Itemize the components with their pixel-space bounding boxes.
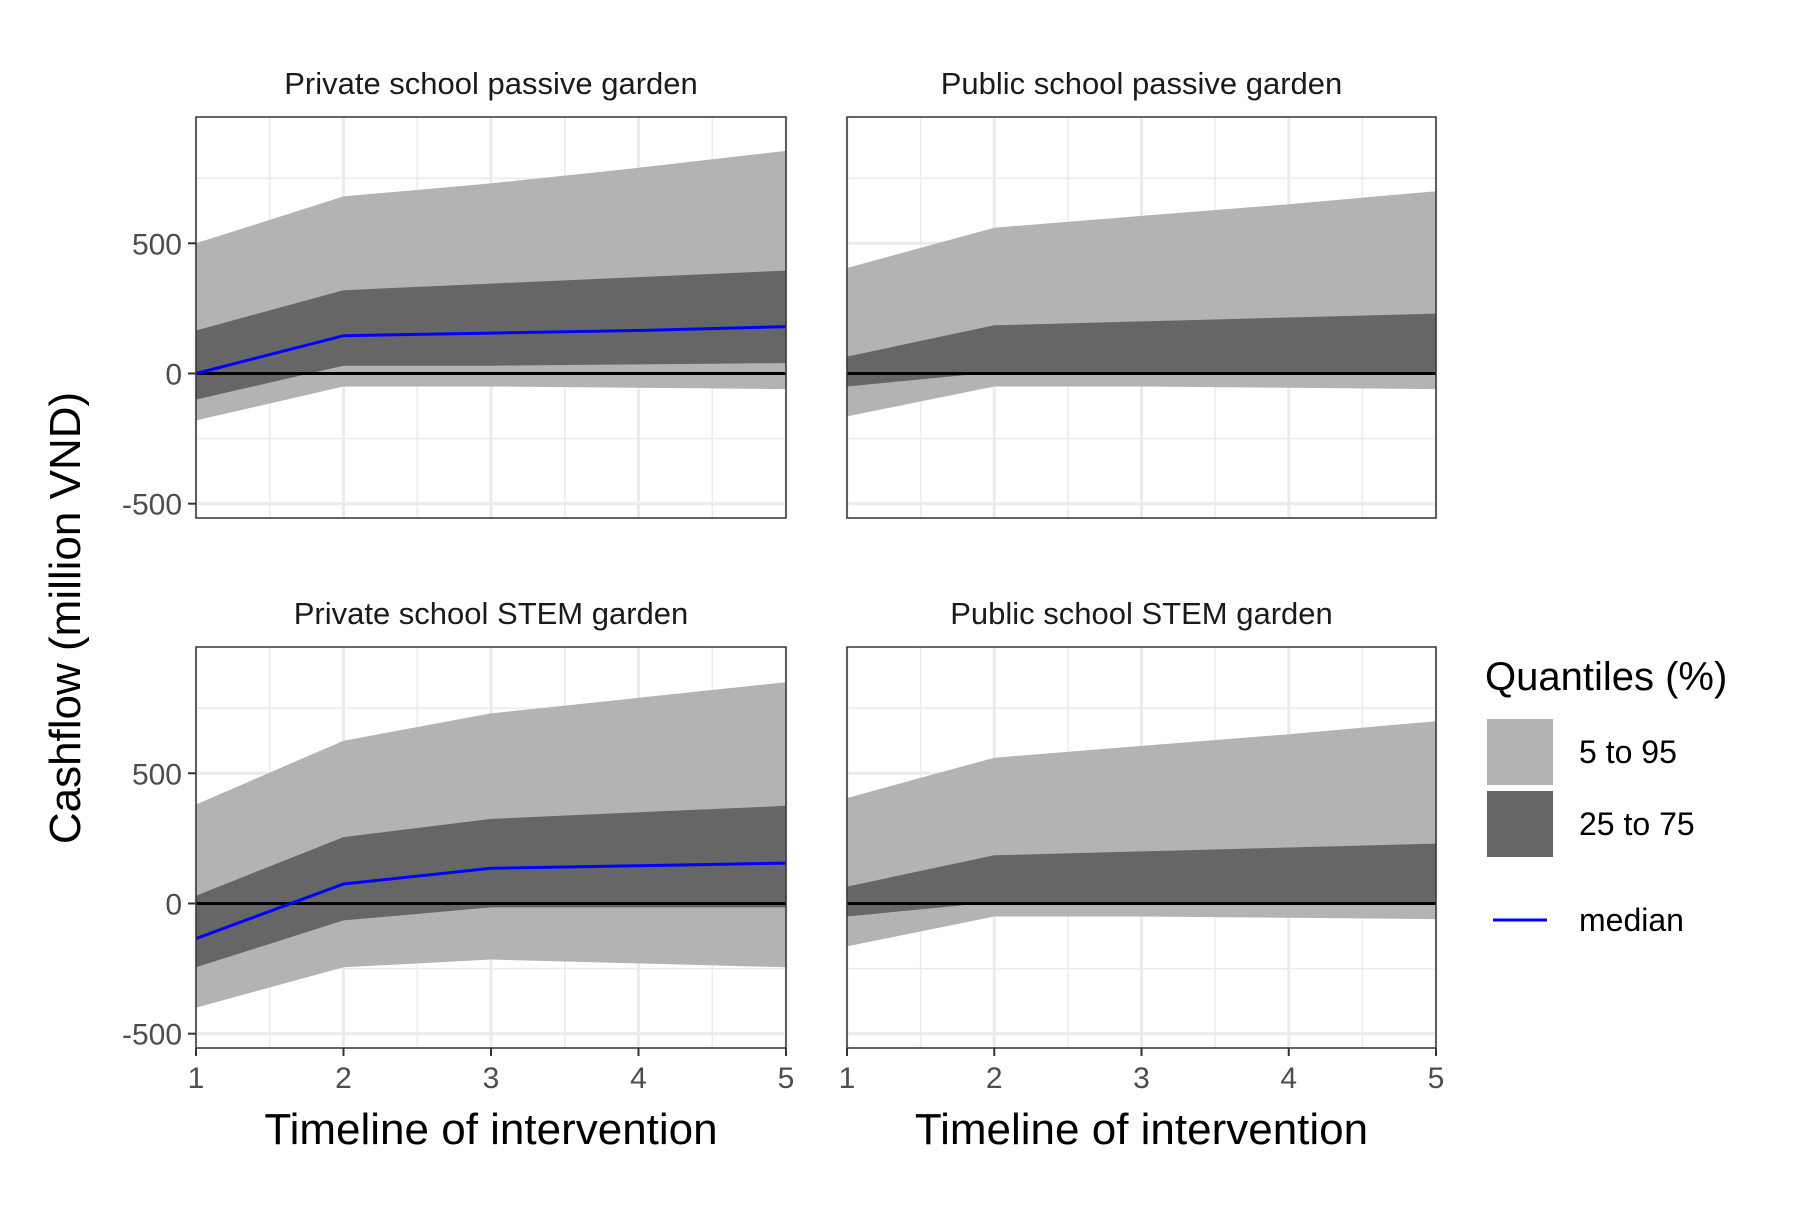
x-tick-label: 2 xyxy=(986,1062,1003,1095)
panel-title: Public school passive garden xyxy=(941,66,1343,101)
panel-3: Private school STEM garden -500 0 500 1 2 3 4 5 T… xyxy=(122,596,794,1154)
x-tick-label: 3 xyxy=(483,1062,500,1095)
legend-key-band-25-75 xyxy=(1487,791,1553,857)
x-tick-label: 5 xyxy=(778,1062,795,1095)
legend-label: median xyxy=(1579,902,1684,938)
legend-label: 25 to 75 xyxy=(1579,806,1695,842)
panel-1: Private school passive garden -500 0 500 xyxy=(122,66,788,522)
x-tick-label: 4 xyxy=(1280,1062,1297,1095)
x-axis-title: Timeline of intervention xyxy=(915,1105,1368,1154)
y-axis-title: Cashflow (million VND) xyxy=(41,392,90,844)
median-line xyxy=(195,861,787,941)
panel-2: Public school passive garden xyxy=(845,66,1438,519)
y-tick-label: 500 xyxy=(132,228,182,261)
panel-title: Private school passive garden xyxy=(284,66,698,101)
median-line xyxy=(195,325,787,375)
legend-label: 5 to 95 xyxy=(1579,734,1677,770)
panel-border xyxy=(195,116,787,519)
panel-title: Private school STEM garden xyxy=(294,596,689,631)
band-25-to-75 xyxy=(196,270,786,400)
panel-4: Public school STEM garden 1 2 3 4 5 Timeline o… xyxy=(839,596,1445,1154)
panel-border xyxy=(846,116,1437,519)
x-tick-label: 1 xyxy=(188,1062,205,1095)
legend-title: Quantiles (%) xyxy=(1485,655,1727,699)
x-tick-label: 3 xyxy=(1133,1062,1150,1095)
legend-key-band-5-95 xyxy=(1487,719,1553,785)
y-tick-label: -500 xyxy=(122,1019,182,1052)
band-25-to-75 xyxy=(196,805,786,968)
x-tick-label: 5 xyxy=(1428,1062,1445,1095)
x-tick-label: 1 xyxy=(839,1062,856,1095)
panel-title: Public school STEM garden xyxy=(950,596,1333,631)
band-25-to-75 xyxy=(847,313,1436,387)
y-tick-label: 0 xyxy=(165,888,182,921)
x-tick-label: 2 xyxy=(335,1062,352,1095)
band-25-to-75 xyxy=(847,843,1436,917)
legend: Quantiles (%) 5 to 95 25 to 75 median xyxy=(1485,655,1727,938)
y-tick-label: 500 xyxy=(132,758,182,791)
y-tick-label: 0 xyxy=(165,358,182,391)
x-axis-title: Timeline of intervention xyxy=(264,1105,717,1154)
y-tick-label: -500 xyxy=(122,489,182,522)
x-tick-label: 4 xyxy=(630,1062,647,1095)
